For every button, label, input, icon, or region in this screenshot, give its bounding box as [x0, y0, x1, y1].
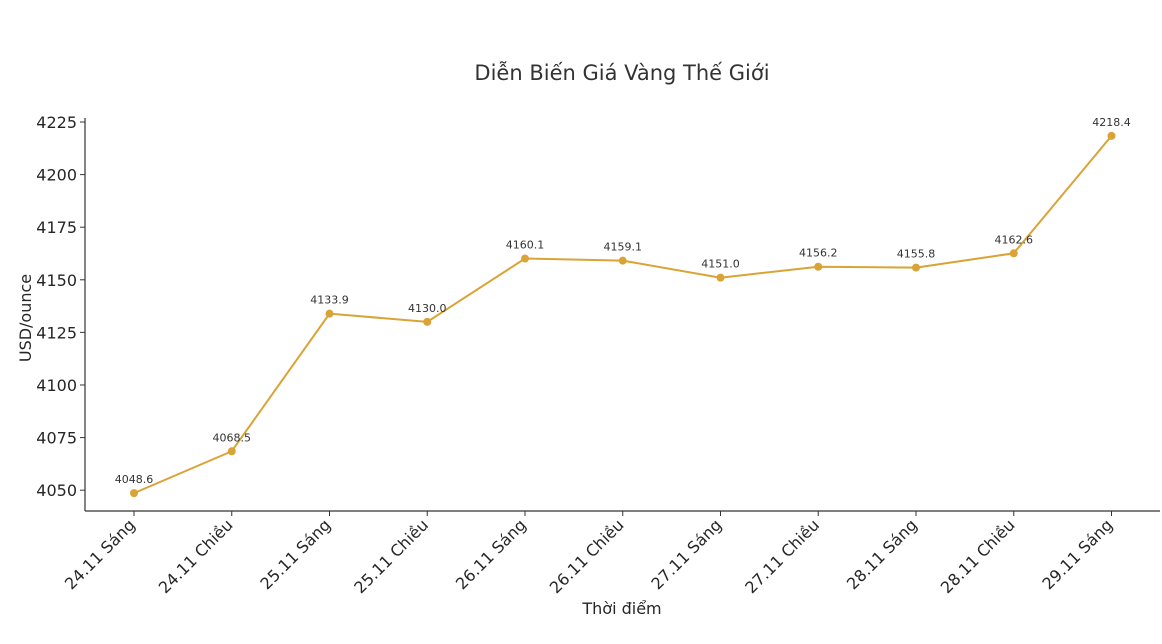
series-line: [133, 135, 1113, 495]
data-label: 4159.1: [604, 241, 643, 254]
data-point: [130, 489, 138, 498]
data-point: [814, 262, 823, 271]
chart-title: Diễn Biến Giá Vàng Thế Giới: [474, 60, 769, 85]
data-label: 4130.0: [408, 302, 447, 315]
data-label: 4151.0: [701, 258, 740, 271]
data-point: [1009, 249, 1018, 258]
axes: [84, 118, 1160, 512]
x-tick-label: 27.11 Sáng: [647, 515, 725, 593]
y-tick-label: 4175: [36, 218, 77, 237]
x-tick-label: 24.11 Sáng: [61, 515, 139, 593]
data-point: [521, 254, 529, 263]
data-label: 4162.6: [995, 233, 1034, 246]
y-tick-label: 4225: [36, 113, 77, 132]
data-point: [716, 273, 725, 282]
y-ticks: 4050 4075 4100 4125 4150 4175 4200 4225: [36, 113, 85, 500]
y-tick-label: 4125: [36, 323, 77, 342]
data-label: 4048.6: [115, 473, 154, 486]
x-tick-label: 25.11 Sáng: [256, 515, 334, 593]
x-tick-label: 24.11 Chiều: [155, 515, 237, 597]
x-tick-label: 25.11 Chiều: [350, 515, 432, 597]
y-tick-label: 4075: [36, 429, 77, 448]
data-point: [618, 256, 627, 265]
x-tick-label: 26.11 Chiều: [546, 515, 628, 597]
x-tick-label: 28.11 Sáng: [843, 515, 921, 593]
x-tick-label: 28.11 Chiều: [937, 515, 1019, 597]
data-label: 4133.9: [310, 294, 349, 307]
data-label: 4218.4: [1092, 116, 1131, 129]
y-tick-label: 4150: [36, 271, 77, 290]
x-tick-label: 26.11 Sáng: [452, 515, 530, 593]
data-label: 4160.1: [506, 239, 545, 252]
data-label: 4155.8: [897, 248, 936, 261]
y-axis-label: USD/ounce: [16, 274, 35, 362]
data-point: [227, 447, 236, 456]
data-point: [423, 317, 432, 326]
y-tick-label: 4050: [36, 481, 77, 500]
data-point: [325, 309, 334, 318]
data-label: 4068.5: [213, 431, 252, 444]
data-label: 4156.2: [799, 247, 838, 260]
x-ticks: 24.11 Sáng 24.11 Chiều 25.11 Sáng 25.11 Chi…: [61, 511, 1116, 597]
data-point: [912, 263, 920, 272]
data-point: [1107, 131, 1116, 140]
x-tick-label: 27.11 Chiều: [741, 515, 823, 597]
y-tick-label: 4200: [36, 166, 77, 185]
y-tick-label: 4100: [36, 376, 77, 395]
plot-area: 4048.6 4068.5 4133.9 4130.0 4160.1 4159.1 4151…: [115, 116, 1131, 498]
x-axis-label: Thời điểm: [581, 599, 661, 618]
x-tick-label: 29.11 Sáng: [1038, 515, 1116, 593]
